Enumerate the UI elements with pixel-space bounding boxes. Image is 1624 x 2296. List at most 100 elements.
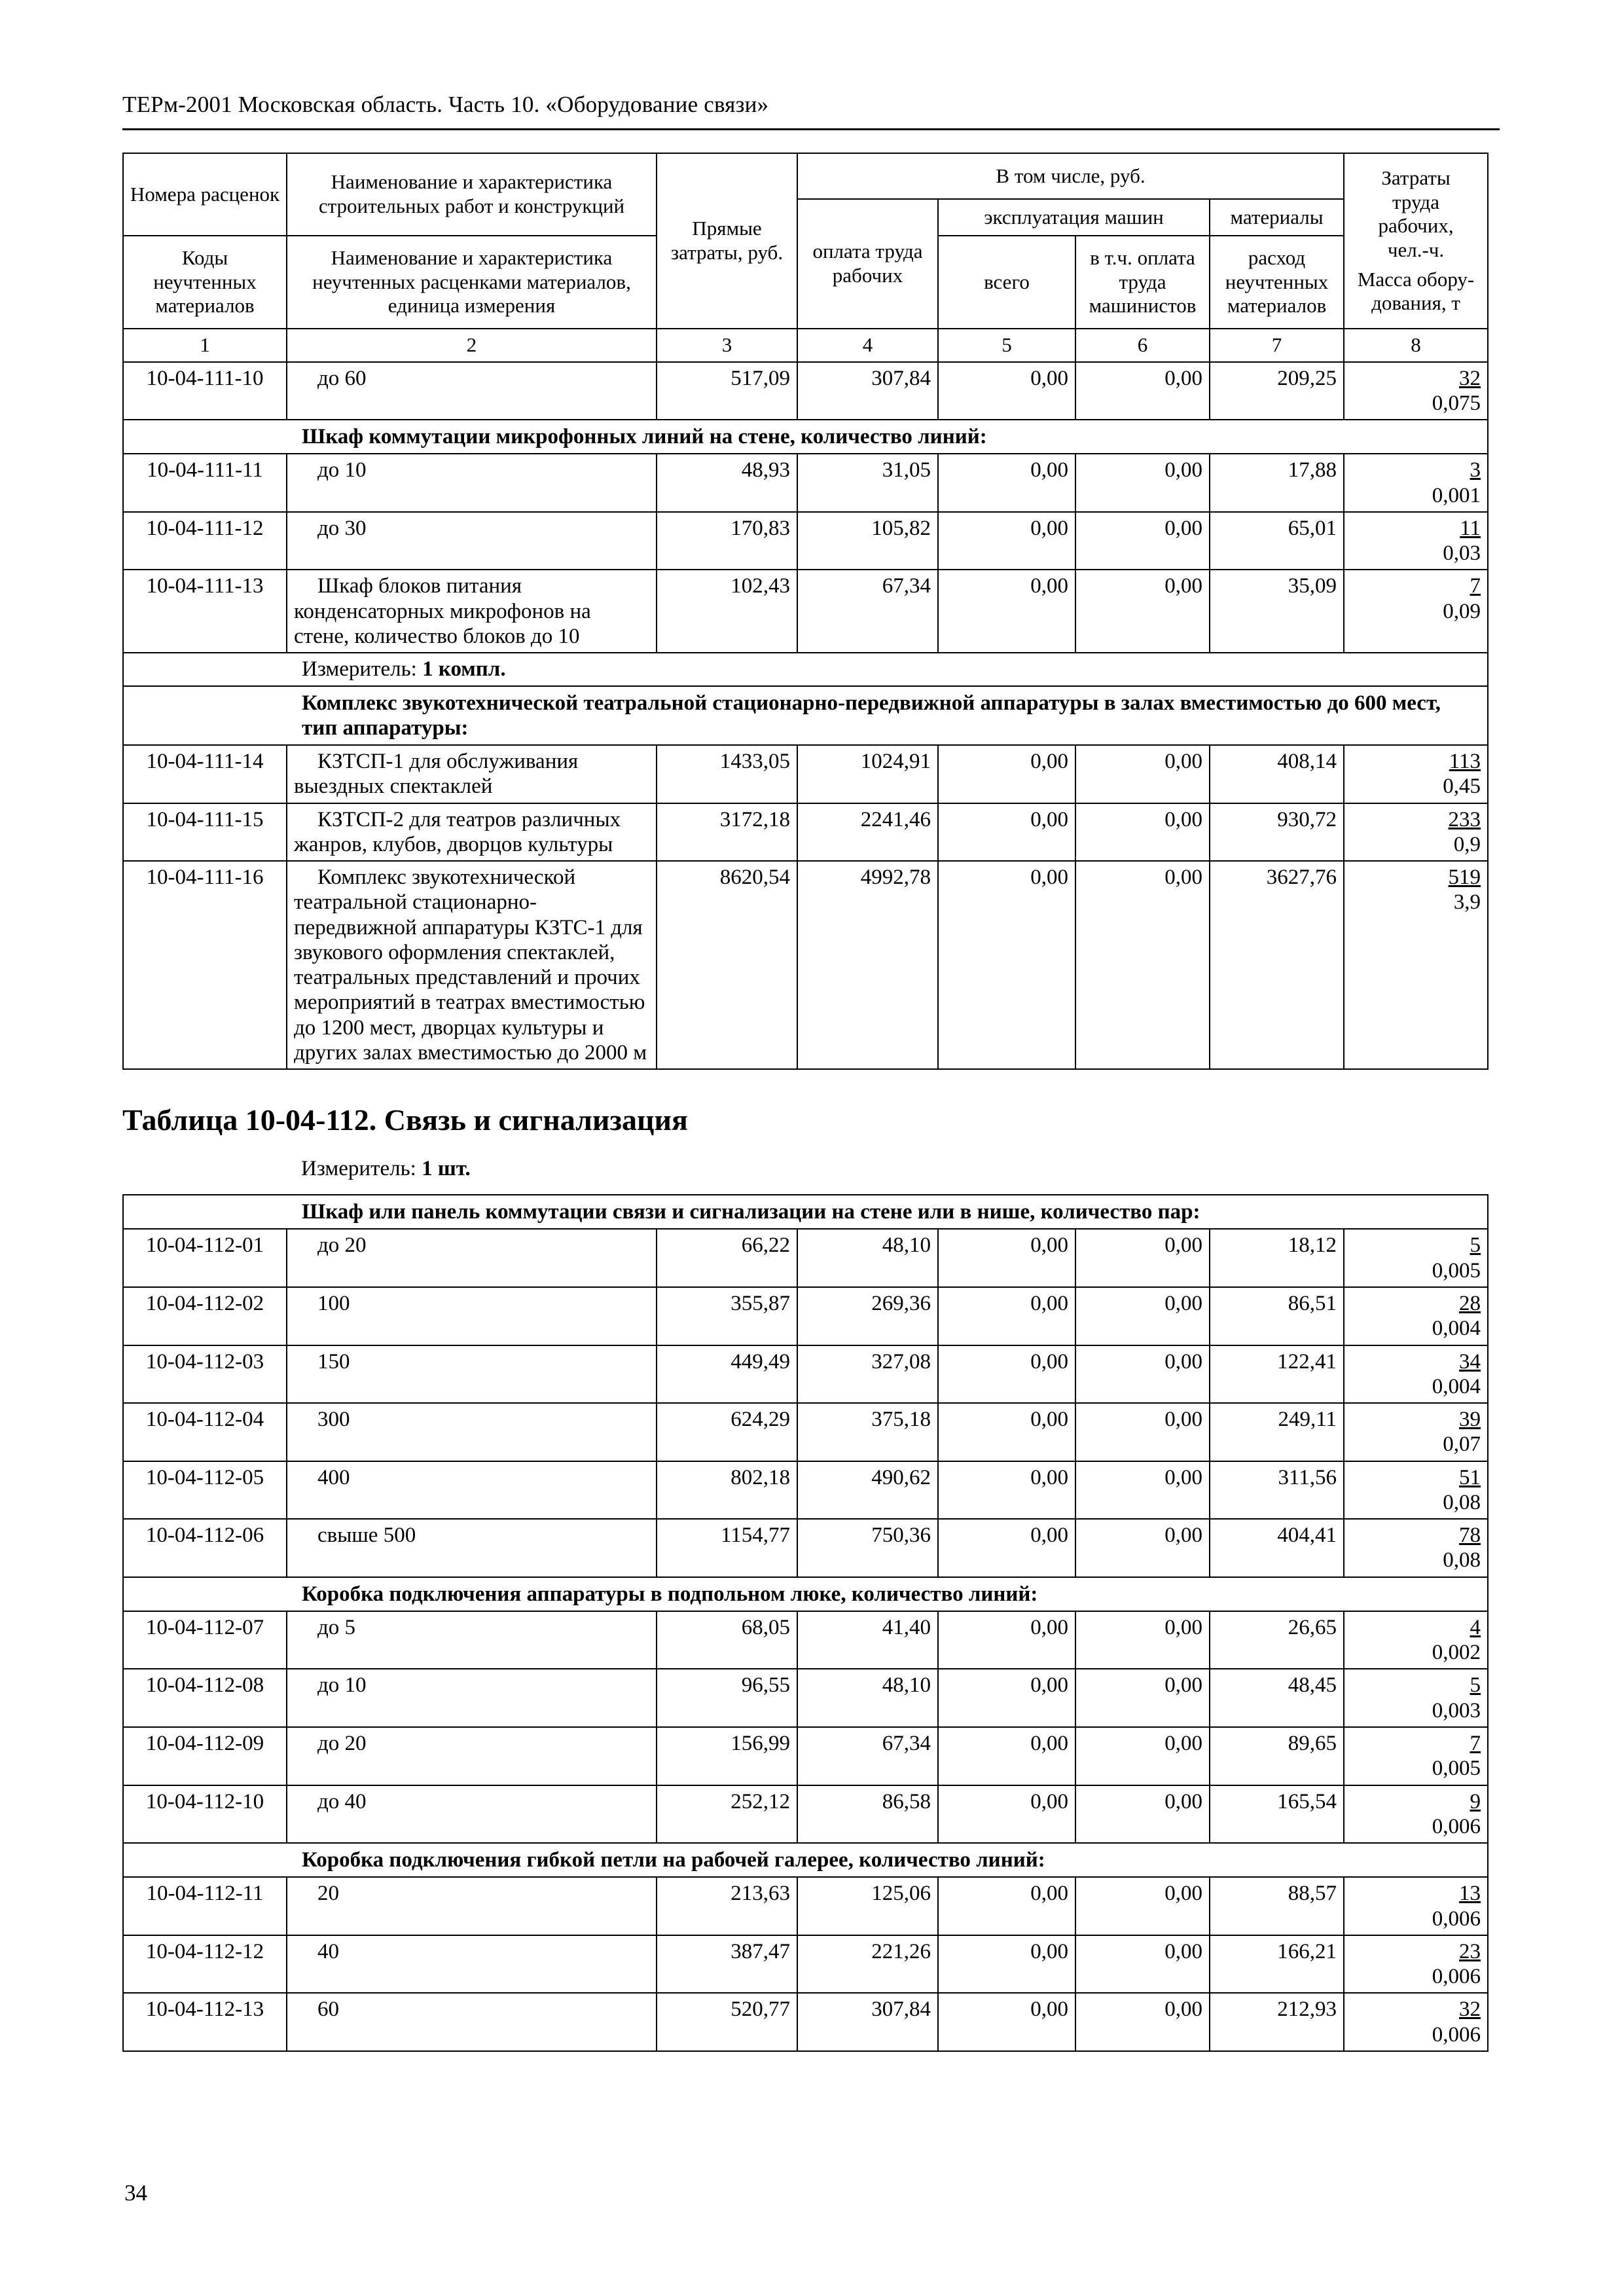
row-machines-total: 0,00 (937, 1228, 1076, 1288)
rates-table-10-04-111: Номера расценок Наименование и характери… (122, 153, 1489, 1070)
row-workers-pay: 2241,46 (797, 802, 939, 862)
equipment-mass-value: 0,004 (1432, 1317, 1481, 1341)
row-code: 10-04-112-08 (122, 1668, 287, 1728)
row-materials: 89,65 (1209, 1726, 1344, 1786)
row-workers-pay: 307,84 (797, 1992, 939, 2052)
rate-row: 10-04-111-10 до 60 517,09 307,84 0,00 0,00 209… (122, 361, 1489, 421)
row-direct-costs: 252,12 (656, 1784, 798, 1844)
row-machines-total: 0,00 (937, 569, 1076, 654)
row-direct-costs: 102,43 (656, 569, 798, 654)
row-name: свыше 500 (286, 1518, 657, 1578)
row-code: 10-04-111-15 (122, 802, 287, 862)
equipment-mass-value: 0,006 (1432, 1965, 1481, 1989)
col-number-4: 4 (797, 328, 939, 363)
row-code: 10-04-112-01 (122, 1228, 287, 1288)
row-name: КЗТСП-2 для театров различных жанров, кл… (286, 802, 657, 862)
row-code: 10-04-111-12 (122, 511, 287, 571)
row-name: 60 (286, 1992, 657, 2052)
rate-row: 10-04-112-09 до 20 156,99 67,34 0,00 0,00 89,6… (122, 1726, 1489, 1786)
rate-row: 10-04-111-16 Комплекс звукотехнической те… (122, 860, 1489, 1070)
rate-row: 10-04-111-13 Шкаф блоков питания конденса… (122, 569, 1489, 654)
col-number-2: 2 (286, 328, 657, 363)
col-header-including: В том числе, руб. (796, 153, 1345, 200)
row-machinists-pay: 0,00 (1075, 361, 1210, 421)
row-workers-pay: 48,10 (797, 1668, 939, 1728)
row-machinists-pay: 0,00 (1075, 453, 1210, 513)
equipment-mass-value: 0,005 (1432, 1258, 1481, 1283)
row-direct-costs: 170,83 (656, 511, 798, 571)
row-machines-total: 0,00 (937, 1402, 1076, 1462)
row-code: 10-04-112-10 (122, 1784, 287, 1844)
row-code: 10-04-112-04 (122, 1402, 287, 1462)
section-row: Шкаф коммутации микрофонных линий на сте… (122, 419, 1489, 455)
row-machines-total: 0,00 (937, 1610, 1076, 1670)
rate-row: 10-04-111-11 до 10 48,93 31,05 0,00 0,00 17,88… (122, 453, 1489, 513)
row-labor-mass: 13 0,006 (1343, 1876, 1489, 1936)
row-machinists-pay: 0,00 (1075, 1518, 1210, 1578)
row-materials: 88,57 (1209, 1876, 1344, 1936)
col-header-machinists-pay: в т.ч. оплата труда машинистов (1075, 235, 1210, 329)
rate-row: 10-04-112-07 до 5 68,05 41,40 0,00 0,00 26,65 4… (122, 1610, 1489, 1670)
row-name: до 60 (286, 361, 657, 421)
row-materials: 86,51 (1209, 1286, 1344, 1346)
row-machines-total: 0,00 (937, 1992, 1076, 2052)
row-machinists-pay: 0,00 (1075, 1934, 1210, 1994)
equipment-mass-value: 0,075 (1432, 391, 1481, 415)
row-code: 10-04-111-14 (122, 744, 287, 804)
equipment-mass-value: 0,006 (1432, 1906, 1481, 1931)
equipment-mass-value: 0,08 (1443, 1548, 1481, 1573)
row-code: 10-04-112-06 (122, 1518, 287, 1578)
row-materials: 212,93 (1209, 1992, 1344, 2052)
row-machinists-pay: 0,00 (1075, 1726, 1210, 1786)
labor-hours-value: 113 (1449, 750, 1481, 774)
row-labor-mass: 34 0,004 (1343, 1344, 1489, 1404)
row-name: 20 (286, 1876, 657, 1936)
document-title: ТЕРм-2001 Московская область. Часть 10. … (122, 92, 769, 117)
table1-body: 10-04-111-10 до 60 517,09 307,84 0,00 0,00 209… (122, 361, 1489, 1070)
row-machinists-pay: 0,00 (1075, 1460, 1210, 1520)
row-workers-pay: 105,82 (797, 511, 939, 571)
measure-value: 1 шт. (422, 1157, 471, 1181)
labor-hours-value: 23 (1459, 1939, 1481, 1963)
labor-hours-value: 13 (1459, 1882, 1481, 1906)
row-name: 100 (286, 1286, 657, 1346)
row-name: 150 (286, 1344, 657, 1404)
row-labor-mass: 32 0,006 (1343, 1992, 1489, 2052)
measure-label: Измеритель: (302, 657, 423, 682)
row-labor-mass: 113 0,45 (1343, 744, 1489, 804)
rate-row: 10-04-112-06 свыше 500 1154,77 750,36 0,00 0,… (122, 1518, 1489, 1578)
equipment-mass-value: 0,006 (1432, 1814, 1481, 1838)
row-machinists-pay: 0,00 (1075, 1610, 1210, 1670)
row-code: 10-04-112-11 (122, 1876, 287, 1936)
rate-row: 10-04-111-14 КЗТСП-1 для обслуживания вые… (122, 744, 1489, 804)
row-direct-costs: 449,49 (656, 1344, 798, 1404)
row-machinists-pay: 0,00 (1075, 1286, 1210, 1346)
measure-line: Измеритель: 1 шт. (122, 1157, 1500, 1181)
labor-hours-value: 7 (1470, 1732, 1481, 1755)
row-materials: 26,65 (1209, 1610, 1344, 1670)
row-code: 10-04-112-05 (122, 1460, 287, 1520)
row-direct-costs: 1154,77 (656, 1518, 798, 1578)
col-number-5: 5 (937, 328, 1076, 363)
section-row: Коробка подключения гибкой петли на рабо… (122, 1842, 1489, 1878)
row-machines-total: 0,00 (937, 453, 1076, 513)
rate-row: 10-04-112-13 60 520,77 307,84 0,00 0,00 212,93… (122, 1992, 1489, 2052)
rate-row: 10-04-112-10 до 40 252,12 86,58 0,00 0,00 165,… (122, 1784, 1489, 1844)
row-labor-mass: 5 0,005 (1343, 1228, 1489, 1288)
labor-hours-value: 7 (1470, 574, 1481, 598)
equipment-mass-value: 0,006 (1432, 2022, 1481, 2047)
row-materials: 930,72 (1208, 802, 1345, 862)
section-row: Комплекс звукотехнической театральной ст… (122, 685, 1489, 746)
row-machinists-pay: 0,00 (1075, 860, 1210, 1070)
col-header-materials: материалы (1208, 198, 1345, 236)
rate-row: 10-04-112-03 150 449,49 327,08 0,00 0,00 122,4… (122, 1344, 1489, 1404)
row-labor-mass: 51 0,08 (1343, 1460, 1489, 1520)
measure-label: Измеритель: (301, 1157, 416, 1181)
row-direct-costs: 96,55 (656, 1668, 798, 1728)
row-code: 10-04-111-13 (122, 569, 287, 654)
equipment-mass-value: 0,005 (1432, 1757, 1481, 1781)
labor-hours-value: 32 (1459, 366, 1481, 390)
section-row: Шкаф или панель коммутации связи и сигна… (122, 1194, 1489, 1230)
row-machinists-pay: 0,00 (1075, 1668, 1210, 1728)
row-labor-mass: 9 0,006 (1343, 1784, 1489, 1844)
